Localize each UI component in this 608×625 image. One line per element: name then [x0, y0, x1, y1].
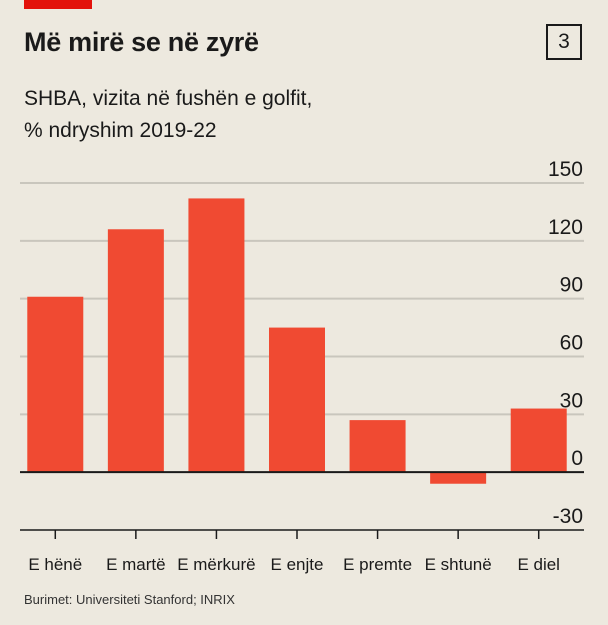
- x-tick-label: E diel: [517, 555, 560, 574]
- x-tick-label: E martë: [106, 555, 166, 574]
- x-tick-label: E mërkurë: [177, 555, 255, 574]
- y-tick-label: -30: [553, 505, 583, 528]
- x-tick-label: E hënë: [28, 555, 82, 574]
- source-note: Burimet: Universiteti Stanford; INRIX: [24, 592, 235, 607]
- bar: [107, 229, 164, 473]
- chart-title: Më mirë se në zyrë: [24, 27, 259, 57]
- y-tick-label: 90: [560, 274, 583, 297]
- subtitle-line-1: SHBA, vizita në fushën e golfit,: [24, 87, 313, 110]
- y-tick-label: 0: [571, 447, 583, 470]
- bar: [269, 327, 325, 473]
- y-tick-label: 120: [548, 216, 583, 239]
- subtitle-line-2: % ndryshim 2019-22: [24, 119, 217, 142]
- y-tick-label: 60: [560, 332, 583, 355]
- x-tick-label: E enjte: [271, 555, 324, 574]
- accent-bar: [24, 0, 92, 9]
- bar: [27, 296, 84, 473]
- bar: [510, 408, 567, 473]
- bar: [430, 472, 487, 484]
- chart-subtitle: SHBA, vizita në fushën e golfit, % ndrys…: [24, 83, 312, 147]
- x-tick-label: E shtunë: [425, 555, 492, 574]
- bar: [188, 198, 245, 473]
- bar: [349, 420, 406, 473]
- x-tick-label: E premte: [343, 555, 412, 574]
- chart-number-badge: 3: [546, 24, 582, 60]
- y-tick-label: 150: [548, 158, 583, 181]
- y-tick-label: 30: [560, 389, 583, 412]
